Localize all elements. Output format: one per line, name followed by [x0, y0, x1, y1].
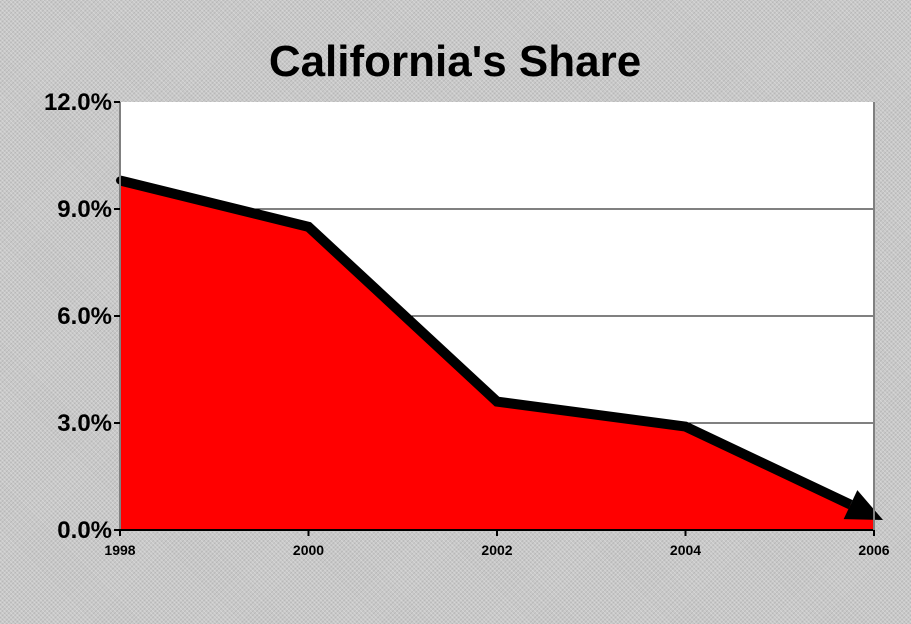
- data-point: [304, 222, 313, 231]
- y-tick-label: 0.0%: [57, 517, 112, 544]
- chart-title: California's Share: [269, 37, 641, 86]
- y-tick-label: 3.0%: [57, 410, 112, 437]
- y-tick-label: 9.0%: [57, 196, 112, 223]
- y-tick-label: 12.0%: [44, 89, 112, 116]
- data-point: [681, 422, 690, 431]
- y-axis: 0.0% 3.0% 6.0% 9.0% 12.0%: [44, 89, 120, 544]
- x-tick-label: 2006: [858, 542, 889, 558]
- y-tick-label: 6.0%: [57, 303, 112, 330]
- data-point: [493, 397, 501, 406]
- x-tick-label: 2000: [293, 542, 324, 558]
- x-tick-label: 2004: [670, 542, 701, 558]
- data-points: [116, 176, 878, 520]
- x-tick-label: 2002: [481, 542, 512, 558]
- x-axis: 1998 2000 2002 2004 2006: [104, 530, 890, 558]
- area-fill: [120, 180, 874, 530]
- x-tick-label: 1998: [104, 542, 135, 558]
